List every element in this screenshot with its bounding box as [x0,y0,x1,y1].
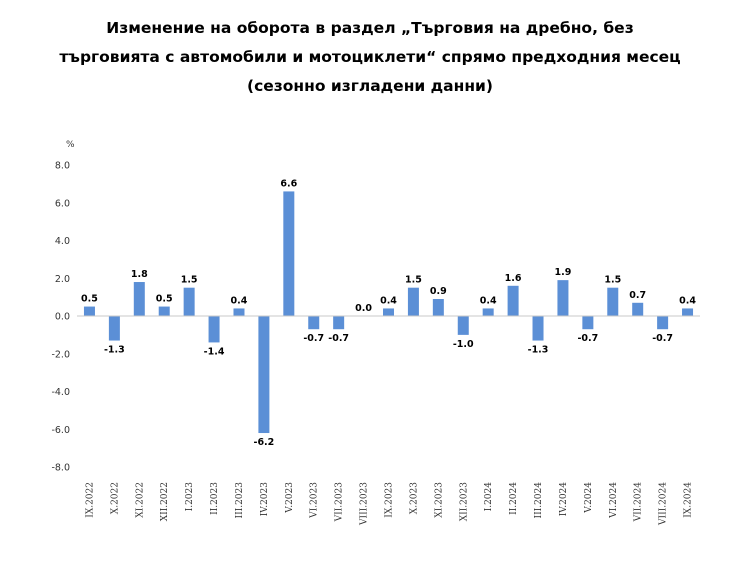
bar [632,302,644,316]
data-label: 0.0 [355,303,372,314]
y-tick-label: -6.0 [51,425,70,436]
data-label: -0.7 [577,333,598,344]
data-label: -1.0 [453,339,474,350]
x-tick-label: I.2024 [484,482,494,512]
data-label: -1.3 [528,345,549,356]
x-tick-label: VIII.2023 [360,482,370,526]
data-label: 1.5 [405,275,422,286]
bar [133,282,145,316]
y-tick-label: -8.0 [51,463,70,474]
data-label: -0.7 [303,333,324,344]
y-tick-label: 0.0 [55,312,70,323]
x-tick-label: III.2024 [534,482,544,519]
bar [83,306,95,316]
x-tick-label: XI.2022 [135,482,145,518]
chart-title-line-2: търговията с автомобили и мотоциклети“ с… [59,48,681,66]
x-tick-label: II.2023 [210,482,220,515]
data-label: 0.5 [156,294,173,305]
bar [208,316,220,343]
x-tick-label: IX.2024 [684,482,694,518]
y-tick-label: 4.0 [55,236,70,247]
data-labels: 0.5 -1.3 1.8 0.5 1.5 -1.4 0.4 -6.2 6.6 -0.7 -0.7 0.… [81,178,696,448]
bar [482,308,494,316]
x-axis: IX.2022 X.2022 XI.2022 XII.2022 I.2023 II.202… [77,315,700,526]
data-label: 1.5 [181,275,198,286]
x-tick-label: I.2023 [185,482,195,512]
bar [682,308,694,316]
data-label: -0.7 [652,333,673,344]
bar [183,287,195,316]
x-tick-label: VI.2024 [609,482,619,519]
chart-title-line-3: (сезонно изгладени данни) [246,77,494,95]
y-tick-label: -2.0 [51,349,70,360]
bar [233,308,245,316]
bar [258,316,270,434]
data-label: 1.6 [505,273,522,284]
chart-title-line-1: Изменение на оборота в раздел „Търговия … [106,19,634,37]
bar [333,316,345,330]
x-tick-label: IX.2022 [85,482,95,518]
bar [383,308,394,316]
bar [407,287,419,316]
bar [532,316,544,341]
x-tick-label: IX.2023 [385,482,395,518]
x-tick-label: VIII.2024 [659,482,669,526]
bar [557,280,569,316]
data-label: 1.5 [604,275,621,286]
x-tick-label: V.2024 [584,482,594,514]
data-label: 0.4 [480,295,497,306]
chart-title: Изменение на оборота в раздел „Търговия … [0,14,740,101]
y-tick-label: 6.0 [55,198,70,209]
bar [507,285,519,316]
bar [308,316,320,330]
bars [83,191,694,434]
bar [283,191,295,316]
y-tick-label: -4.0 [51,387,70,398]
x-tick-label: VII.2024 [634,482,644,523]
data-label: 0.7 [629,290,646,301]
x-tick-label: XII.2023 [459,482,469,522]
x-tick-label: II.2024 [509,482,519,515]
bar [108,316,120,341]
data-label: 0.4 [231,295,248,306]
x-tick-label: IV.2024 [559,482,569,517]
x-tick-label: V.2023 [285,482,295,514]
y-tick-label: 2.0 [55,274,70,285]
y-axis-unit-label: % [66,140,75,150]
x-tick-label: VII.2023 [335,482,345,523]
y-tick-label: 8.0 [55,161,70,172]
bar [158,306,170,316]
data-label: -1.3 [104,345,125,356]
x-tick-label: XI.2023 [434,482,444,518]
y-axis: 8.0 6.0 4.0 2.0 0.0 -2.0 -4.0 -6.0 -8.0 [51,161,70,474]
x-tick-label: XII.2022 [160,482,170,521]
x-tick-label: X.2022 [110,482,120,514]
x-tick-label: IV.2023 [260,482,270,517]
bar [657,316,669,330]
data-label: -1.4 [204,346,225,357]
data-label: -6.2 [254,437,275,448]
x-tick-label: III.2023 [235,482,245,519]
data-label: -0.7 [328,333,349,344]
data-label: 1.9 [555,267,572,278]
data-label: 0.4 [679,295,696,306]
bar [582,316,594,330]
data-label: 6.6 [280,178,297,189]
bar [457,316,469,335]
data-label: 1.8 [131,269,148,280]
x-tick-label: X.2023 [409,482,419,514]
bar [432,299,444,316]
data-label: 0.5 [81,294,98,305]
data-label: 0.9 [430,286,447,297]
bar [607,287,619,316]
x-tick-label: VI.2023 [310,482,320,519]
data-label: 0.4 [380,295,397,306]
